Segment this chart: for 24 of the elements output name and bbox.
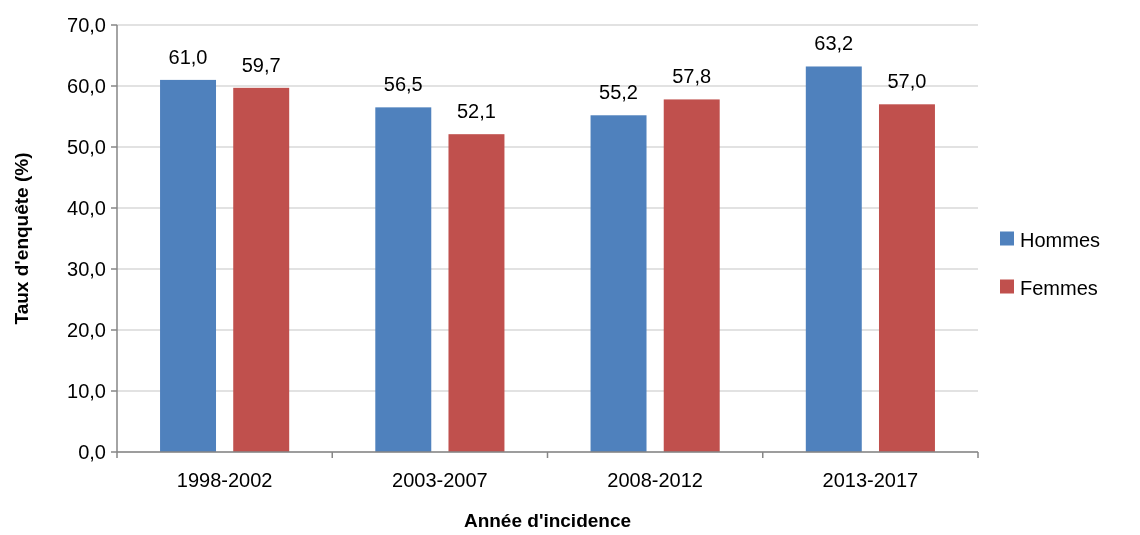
- x-tick-label: 2013-2017: [822, 469, 919, 491]
- data-label: 63,2: [814, 32, 854, 55]
- data-label: 57,0: [887, 70, 927, 93]
- y-axis-title: Taux d'enquête (%): [11, 152, 32, 325]
- x-tick-label: 1998-2002: [176, 469, 273, 491]
- data-label: 52,1: [457, 100, 496, 123]
- data-label: 61,0: [168, 45, 208, 68]
- y-tick-label: 70,0: [67, 14, 106, 36]
- y-tick-label: 50,0: [67, 136, 106, 158]
- legend-label: Femmes: [1020, 276, 1098, 299]
- data-label: 57,8: [672, 65, 712, 88]
- y-tick-label: 40,0: [67, 197, 106, 219]
- data-label: 56,5: [383, 73, 423, 96]
- y-tick-label: 20,0: [67, 319, 106, 341]
- y-tick-label: 30,0: [67, 258, 106, 280]
- x-tick-label: 2008-2012: [607, 469, 703, 491]
- data-label: 59,7: [241, 53, 281, 76]
- data-label: 55,2: [599, 81, 638, 104]
- legend-label: Hommes: [1020, 228, 1101, 251]
- y-tick-label: 60,0: [67, 75, 106, 97]
- y-tick-label: 10,0: [67, 380, 106, 402]
- x-axis-title: Année d'incidence: [463, 510, 632, 531]
- y-tick-label: 0,0: [78, 441, 106, 463]
- x-tick-label: 2003-2007: [392, 469, 488, 491]
